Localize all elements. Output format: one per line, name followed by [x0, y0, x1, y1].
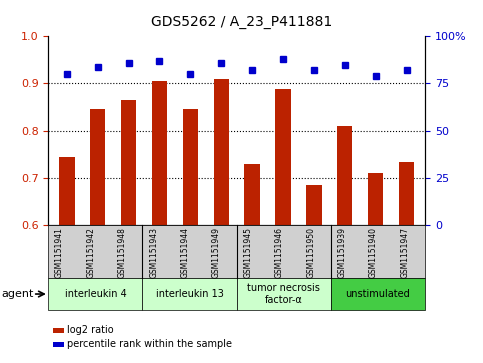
Text: log2 ratio: log2 ratio [67, 325, 114, 335]
Text: GSM1151942: GSM1151942 [86, 227, 96, 278]
Bar [306, 185, 322, 363]
Text: agent: agent [1, 289, 34, 299]
Bar [59, 157, 74, 363]
Bar [399, 162, 414, 363]
Bar [183, 110, 198, 363]
Text: GSM1151947: GSM1151947 [400, 227, 410, 278]
Text: percentile rank within the sample: percentile rank within the sample [67, 339, 232, 349]
Bar [337, 126, 353, 363]
Bar [152, 81, 167, 363]
Text: GSM1151950: GSM1151950 [306, 227, 315, 278]
Bar [244, 164, 260, 363]
Bar [121, 100, 136, 363]
Text: GSM1151941: GSM1151941 [55, 227, 64, 278]
Text: GSM1151940: GSM1151940 [369, 227, 378, 278]
Text: GSM1151944: GSM1151944 [181, 227, 190, 278]
Bar [90, 110, 105, 363]
Text: GSM1151949: GSM1151949 [212, 227, 221, 278]
Bar [368, 173, 384, 363]
Text: GDS5262 / A_23_P411881: GDS5262 / A_23_P411881 [151, 15, 332, 29]
Text: tumor necrosis
factor-α: tumor necrosis factor-α [247, 283, 320, 305]
Text: interleukin 4: interleukin 4 [65, 289, 126, 299]
Text: GSM1151939: GSM1151939 [338, 227, 347, 278]
Text: GSM1151943: GSM1151943 [149, 227, 158, 278]
Bar [275, 89, 291, 363]
Text: GSM1151948: GSM1151948 [118, 227, 127, 278]
Text: unstimulated: unstimulated [345, 289, 411, 299]
Text: GSM1151946: GSM1151946 [275, 227, 284, 278]
Text: GSM1151945: GSM1151945 [243, 227, 253, 278]
Bar [213, 79, 229, 363]
Text: interleukin 13: interleukin 13 [156, 289, 224, 299]
